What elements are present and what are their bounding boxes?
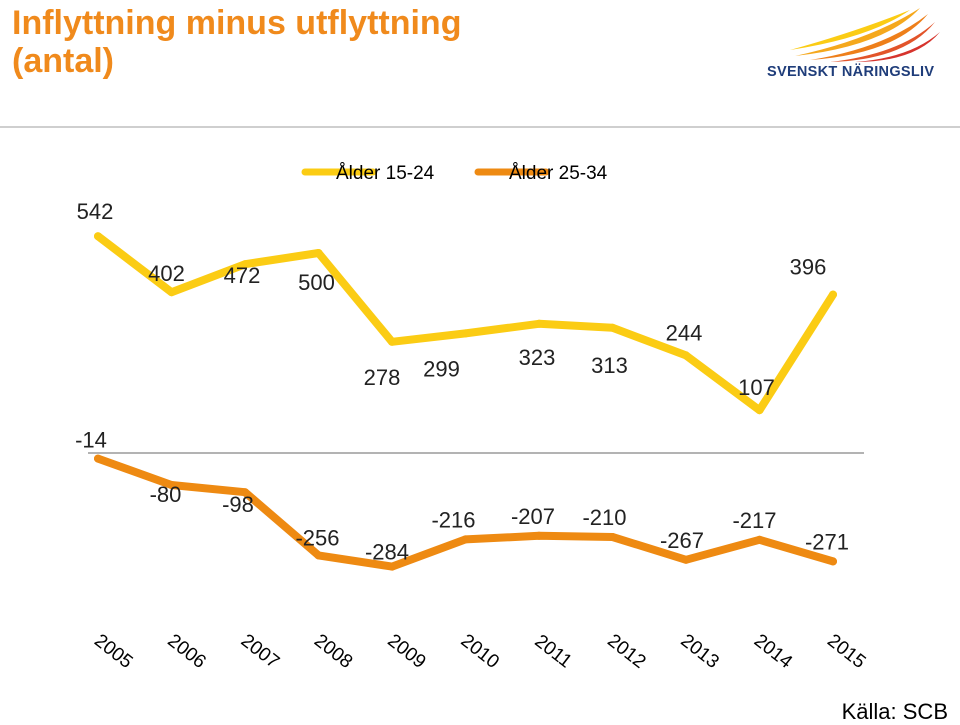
x-tick-label: 2007	[237, 630, 283, 673]
data-label: 107	[738, 375, 775, 400]
data-label: 402	[148, 261, 185, 286]
data-label: 396	[790, 255, 827, 280]
data-point	[608, 323, 617, 332]
x-tick-label: 2005	[90, 630, 136, 673]
data-point	[829, 557, 837, 566]
data-point	[755, 535, 764, 544]
data-point	[314, 551, 323, 560]
x-tick-label: 2010	[457, 630, 503, 673]
data-label: 299	[423, 356, 460, 381]
data-point	[167, 288, 176, 297]
data-label: 244	[666, 320, 703, 345]
title-line-2: (antal)	[12, 42, 114, 80]
x-tick-label: 2012	[603, 630, 649, 673]
data-point	[241, 488, 249, 497]
data-label: 313	[591, 353, 628, 378]
data-label: 278	[364, 365, 401, 390]
x-tick-label: 2013	[677, 630, 723, 673]
data-label: -267	[660, 528, 704, 553]
x-tick-layer: 2005 2006 2007 2008 2009 2010 2011 2012 2013 2014…	[90, 630, 869, 673]
x-tick-label: 2014	[750, 630, 797, 673]
data-point	[94, 232, 102, 241]
data-point	[461, 535, 470, 544]
page-title: Inflyttning minus utflyttning (antal)	[12, 4, 612, 80]
x-tick-label: 2006	[163, 630, 209, 673]
logo-text: SVENSKT NÄRINGSLIV	[767, 64, 935, 80]
data-label: -217	[732, 508, 776, 533]
data-label: 323	[519, 345, 556, 370]
data-point	[608, 533, 617, 541]
data-point	[461, 329, 470, 338]
x-tick-label: 2008	[310, 630, 356, 673]
data-point	[388, 562, 396, 571]
legend-label-2: Ålder 25-34	[509, 163, 608, 184]
header-divider	[0, 126, 960, 128]
data-label: -98	[222, 492, 254, 517]
data-label: 472	[224, 263, 261, 288]
data-point	[535, 319, 543, 328]
data-point	[829, 290, 837, 299]
data-point	[167, 481, 176, 489]
logo-swoosh-icon	[790, 8, 940, 62]
data-label: 542	[77, 199, 114, 224]
data-point	[682, 351, 690, 360]
data-point	[755, 406, 764, 415]
chart-legend: Ålder 15-24 Ålder 25-34	[301, 163, 608, 184]
data-label: -210	[582, 505, 626, 530]
x-tick-label: 2009	[383, 630, 429, 673]
data-label: -14	[75, 428, 107, 453]
legend-label-1: Ålder 15-24	[336, 163, 435, 184]
data-label: -271	[805, 529, 849, 554]
x-tick-label: 2015	[823, 630, 869, 673]
data-label: -284	[365, 540, 409, 565]
data-point	[388, 337, 396, 346]
data-point	[241, 260, 249, 269]
data-label: -216	[431, 507, 475, 532]
data-label: -207	[511, 504, 555, 529]
data-label: -256	[295, 525, 339, 550]
series-line-1	[94, 232, 837, 415]
source-note: Källa: SCB	[841, 699, 948, 724]
data-label: 500	[298, 270, 335, 295]
data-point	[94, 454, 102, 463]
data-label-layer: 542 402 472 500 278 299 323 313 244 107 396 -14 -80 -…	[75, 199, 849, 564]
data-point	[682, 555, 690, 564]
series-layer	[94, 232, 837, 571]
data-label: -80	[150, 482, 182, 507]
title-line-1: Inflyttning minus utflyttning	[12, 4, 462, 42]
data-point	[314, 249, 323, 257]
x-tick-label: 2011	[531, 631, 576, 673]
data-point	[535, 531, 543, 540]
